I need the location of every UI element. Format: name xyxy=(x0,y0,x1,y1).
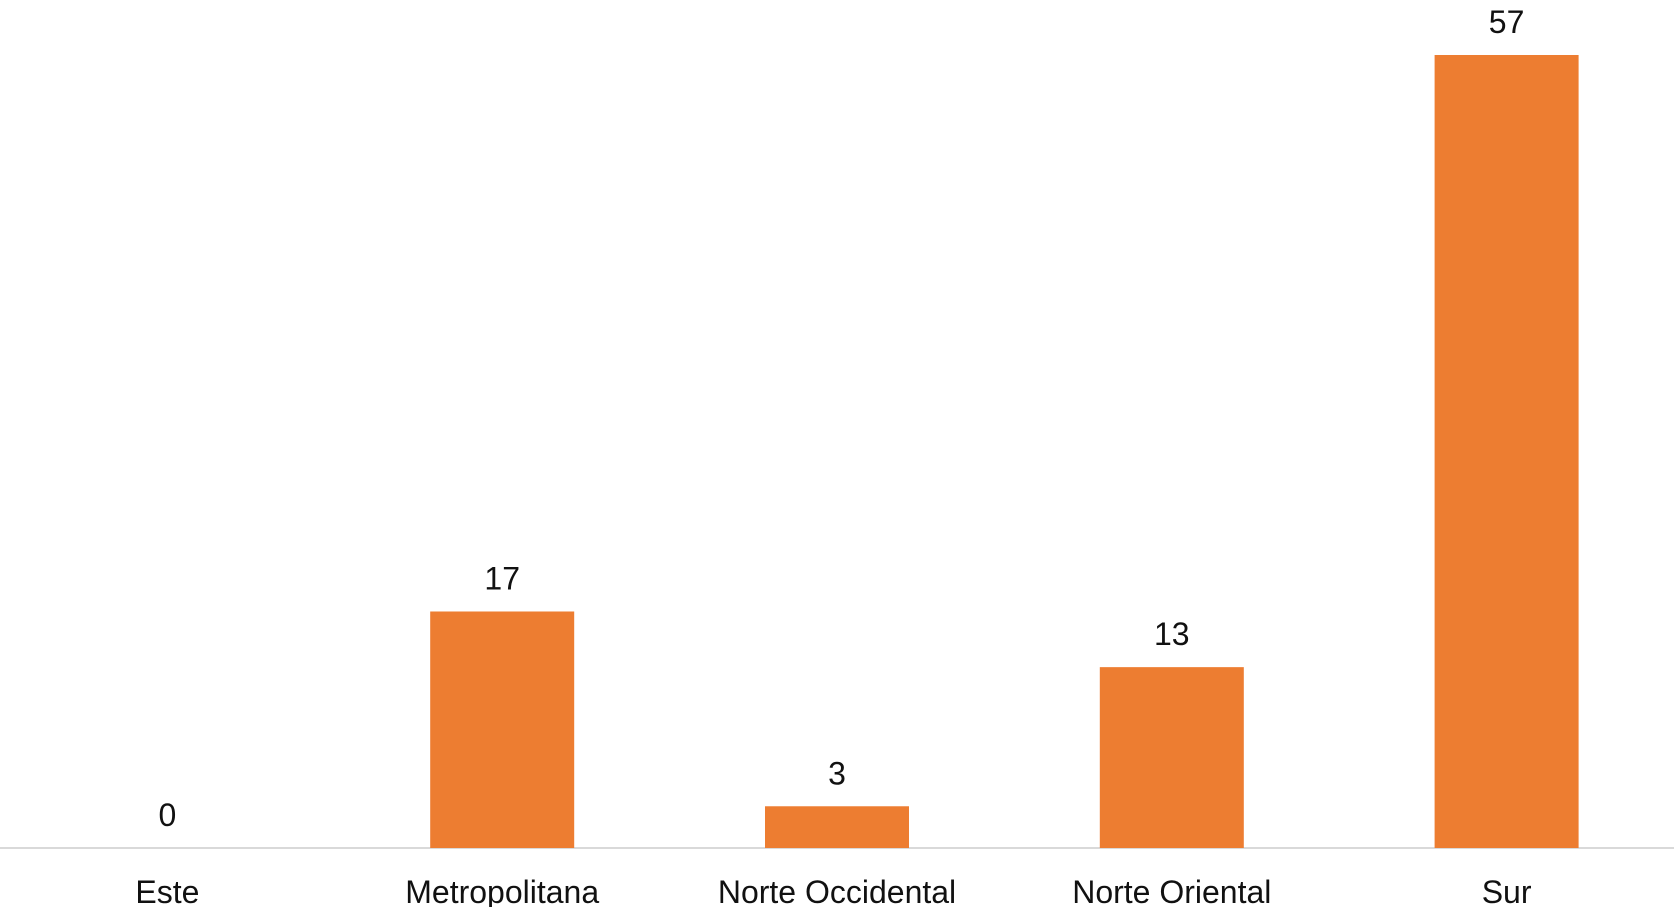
category-tick-label: Metropolitana xyxy=(405,874,599,907)
data-label: 0 xyxy=(159,797,177,833)
value-labels-layer: 0 17 3 13 57 xyxy=(159,4,1525,833)
data-label: 13 xyxy=(1154,616,1190,652)
category-tick-label: Norte Oriental xyxy=(1072,874,1271,907)
bar-norte-occidental xyxy=(765,806,909,848)
category-tick-label: Este xyxy=(135,874,199,907)
bar-metropolitana xyxy=(430,611,575,848)
data-label: 57 xyxy=(1489,4,1525,40)
data-label: 17 xyxy=(484,560,520,596)
bar-norte-oriental xyxy=(1099,667,1244,848)
category-labels-layer: Este Metropolitana Norte Occidental Norte O… xyxy=(135,874,1532,910)
bar-sur xyxy=(1434,55,1579,848)
bars-layer xyxy=(430,55,1579,848)
category-tick-label: Norte Occidental xyxy=(718,874,956,907)
category-tick-label: Sur xyxy=(1482,874,1532,907)
data-label: 3 xyxy=(828,755,846,791)
